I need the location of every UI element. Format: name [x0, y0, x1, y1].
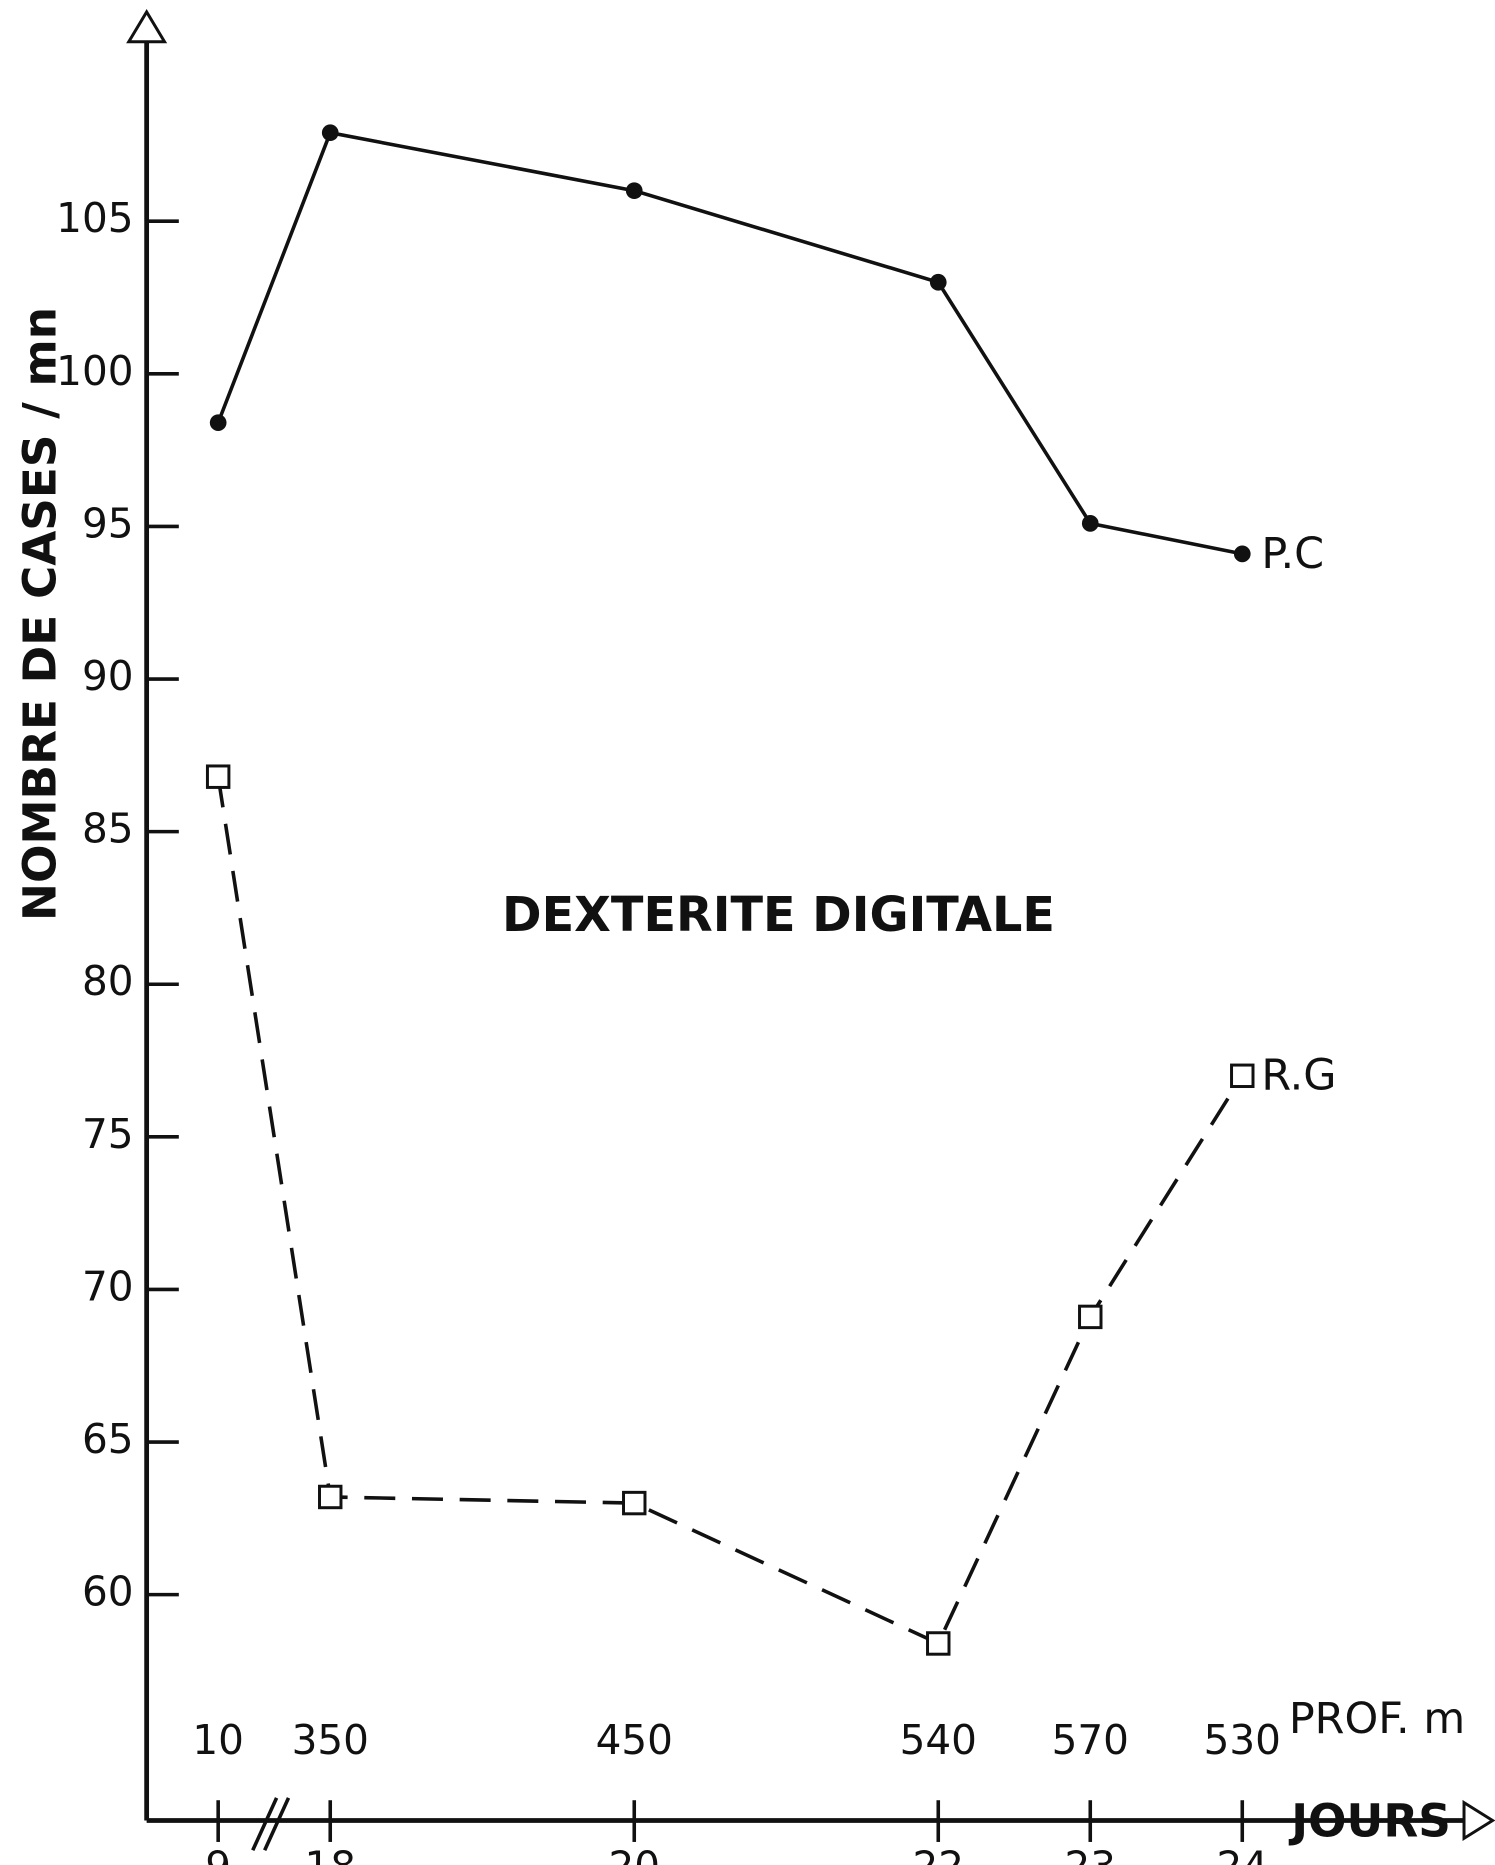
point: [1081, 515, 1099, 532]
point: [209, 414, 227, 432]
point: [321, 124, 339, 142]
x-tick-label: 18: [304, 1842, 356, 1865]
x-tick-label: 24: [1216, 1842, 1268, 1865]
point: [1078, 1304, 1103, 1330]
x2-tick-label: 350: [292, 1716, 369, 1764]
chart-title: DEXTERITE DIGITALE: [502, 888, 1055, 943]
series-label: P.C: [1261, 529, 1324, 579]
series-line: [216, 776, 1244, 1646]
y-tick-label: 85: [82, 805, 134, 853]
x2-axis-label: PROF. m: [1289, 1694, 1465, 1744]
series-line: [216, 130, 1243, 556]
point: [1230, 1063, 1255, 1089]
x-axis-arrow: [1462, 1799, 1495, 1842]
plot: DEXTERITE DIGITALE NOMBRE DE CASES / mn …: [13, 9, 1495, 1865]
point: [622, 1490, 647, 1516]
x2-tick-label: 450: [596, 1716, 673, 1764]
x2-tick-label: 570: [1052, 1716, 1129, 1764]
y-tick-label: 70: [82, 1262, 134, 1310]
series-label: R.G: [1261, 1051, 1336, 1101]
point: [318, 1484, 343, 1510]
x-tick-label: 9: [205, 1842, 231, 1865]
x2-tick-label: 540: [900, 1716, 977, 1764]
point: [929, 273, 947, 291]
y-axis-label: NOMBRE DE CASES / mn: [13, 307, 66, 921]
y-tick-label: 80: [82, 957, 134, 1005]
y-tick-label: 90: [82, 652, 134, 700]
x2-tick-label: 10: [192, 1716, 244, 1764]
point: [625, 182, 643, 200]
axis-break: [263, 1797, 291, 1852]
point: [1233, 545, 1251, 563]
point: [926, 1631, 951, 1656]
x-tick-label: 22: [912, 1842, 964, 1865]
y-tick-label: 100: [56, 347, 133, 395]
point: [205, 764, 231, 789]
x-tick-label: 23: [1064, 1842, 1116, 1865]
y-axis-arrow: [126, 9, 168, 44]
y-tick-label: 105: [56, 194, 133, 242]
y-tick-label: 65: [82, 1415, 134, 1463]
y-tick-label: 60: [82, 1568, 134, 1616]
x2-tick-label: 530: [1204, 1716, 1281, 1764]
y-tick-label: 75: [82, 1110, 134, 1158]
axis-break: [251, 1797, 279, 1852]
y-tick-label: 95: [82, 499, 134, 547]
x-tick-label: 20: [608, 1842, 660, 1865]
